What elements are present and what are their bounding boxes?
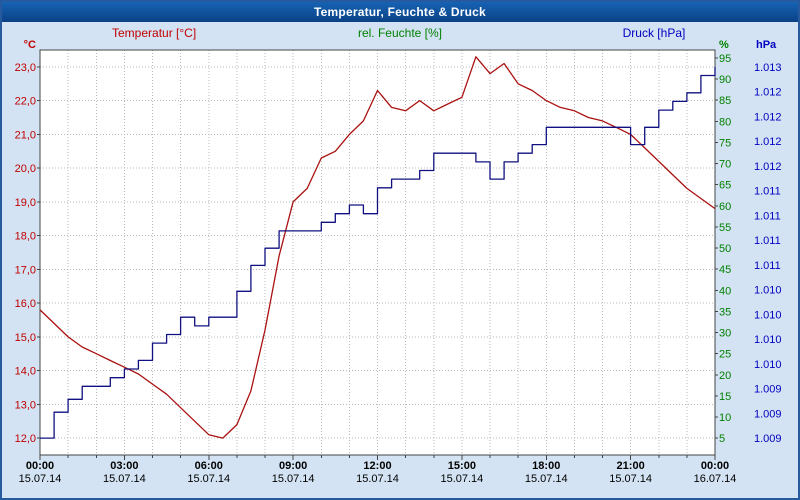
legend-humidity: rel. Feuchte [%] (358, 26, 442, 40)
svg-text:10: 10 (719, 412, 731, 424)
svg-text:1.013: 1.013 (754, 62, 782, 74)
svg-text:06:00: 06:00 (195, 460, 223, 472)
svg-text:1.011: 1.011 (754, 210, 781, 222)
svg-text:30: 30 (719, 328, 731, 340)
svg-text:1.010: 1.010 (754, 334, 782, 346)
window-title: Temperatur, Feuchte & Druck (314, 5, 486, 19)
x-axis-labels: 00:0015.07.1403:0015.07.1406:0015.07.140… (19, 455, 737, 485)
svg-text:21:00: 21:00 (617, 460, 645, 472)
svg-text:22,0: 22,0 (15, 96, 36, 108)
svg-text:1.012: 1.012 (754, 136, 782, 148)
temperature-series-line (39, 56, 716, 439)
svg-text:20,0: 20,0 (15, 163, 36, 175)
svg-text:15.07.14: 15.07.14 (272, 473, 315, 485)
svg-text:18:00: 18:00 (532, 460, 560, 472)
svg-text:15.07.14: 15.07.14 (525, 473, 568, 485)
plot-area: 23,0 22,0 21,0 20,0 19,0 18,0 17,0 16,0 15,0 14,0… (15, 49, 782, 485)
svg-text:13,0: 13,0 (15, 399, 36, 411)
pressure-axis-labels: 1.013 1.012 1.012 1.012 1.012 1.011 1.011 1.011… (754, 62, 782, 445)
svg-text:1.009: 1.009 (754, 433, 782, 445)
temperature-axis-unit: °C (24, 39, 36, 51)
svg-text:40: 40 (719, 285, 731, 297)
humidity-axis-labels: 95 90 85 80 75 70 65 60 55 50 45 40 35 30 25 20 15 10 5 (715, 53, 731, 445)
svg-text:95: 95 (719, 53, 731, 65)
legend-pressure: Druck [hPa] (623, 26, 686, 40)
svg-text:15.07.14: 15.07.14 (440, 473, 483, 485)
svg-text:55: 55 (719, 222, 731, 234)
svg-text:15.07.14: 15.07.14 (609, 473, 652, 485)
svg-text:15.07.14: 15.07.14 (103, 473, 146, 485)
svg-text:15.07.14: 15.07.14 (187, 473, 230, 485)
svg-text:12,0: 12,0 (15, 433, 36, 445)
svg-text:21,0: 21,0 (15, 129, 36, 141)
svg-text:1.010: 1.010 (754, 285, 782, 297)
svg-text:15:00: 15:00 (448, 460, 476, 472)
svg-text:19,0: 19,0 (15, 197, 36, 209)
svg-text:60: 60 (719, 201, 731, 213)
pressure-axis-unit: hPa (756, 39, 777, 51)
svg-text:20: 20 (719, 370, 731, 382)
svg-text:00:00: 00:00 (26, 460, 54, 472)
svg-text:35: 35 (719, 306, 731, 318)
svg-text:17,0: 17,0 (15, 264, 36, 276)
humidity-axis-unit: % (719, 39, 729, 51)
svg-text:5: 5 (719, 433, 725, 445)
pressure-series-line (40, 66, 716, 439)
svg-text:25: 25 (719, 349, 731, 361)
svg-text:1.012: 1.012 (754, 161, 782, 173)
svg-text:1.009: 1.009 (754, 408, 782, 420)
temperature-axis-labels: 23,0 22,0 21,0 20,0 19,0 18,0 17,0 16,0 15,0 14,0… (15, 62, 40, 445)
svg-text:1.012: 1.012 (754, 111, 782, 123)
svg-text:03:00: 03:00 (110, 460, 138, 472)
svg-text:16,0: 16,0 (15, 298, 36, 310)
svg-text:16.07.14: 16.07.14 (694, 473, 737, 485)
svg-text:00:00: 00:00 (701, 460, 729, 472)
svg-text:75: 75 (719, 137, 731, 149)
svg-text:1.012: 1.012 (754, 87, 782, 99)
svg-text:1.011: 1.011 (754, 186, 781, 198)
svg-text:80: 80 (719, 116, 731, 128)
svg-text:1.009: 1.009 (754, 384, 782, 396)
svg-text:15.07.14: 15.07.14 (19, 473, 62, 485)
svg-text:12:00: 12:00 (363, 460, 391, 472)
svg-text:09:00: 09:00 (279, 460, 307, 472)
chart-canvas: Temperatur [°C] rel. Feuchte [%] Druck [… (15, 26, 782, 485)
svg-text:1.011: 1.011 (754, 235, 781, 247)
svg-text:14,0: 14,0 (15, 366, 36, 378)
legend-temperature: Temperatur [°C] (112, 26, 196, 40)
svg-text:45: 45 (719, 264, 731, 276)
svg-text:15,0: 15,0 (15, 332, 36, 344)
svg-text:23,0: 23,0 (15, 62, 36, 74)
svg-text:50: 50 (719, 243, 731, 255)
svg-text:90: 90 (719, 74, 731, 86)
svg-text:1.010: 1.010 (754, 359, 782, 371)
svg-text:65: 65 (719, 180, 731, 192)
plot-background (40, 50, 715, 455)
svg-text:70: 70 (719, 159, 731, 171)
svg-text:15: 15 (719, 391, 731, 403)
svg-text:85: 85 (719, 95, 731, 107)
svg-text:18,0: 18,0 (15, 231, 36, 243)
svg-text:1.011: 1.011 (754, 260, 781, 272)
svg-text:15.07.14: 15.07.14 (356, 473, 399, 485)
svg-text:1.010: 1.010 (754, 309, 782, 321)
title-bar: Temperatur, Feuchte & Druck (2, 2, 798, 22)
